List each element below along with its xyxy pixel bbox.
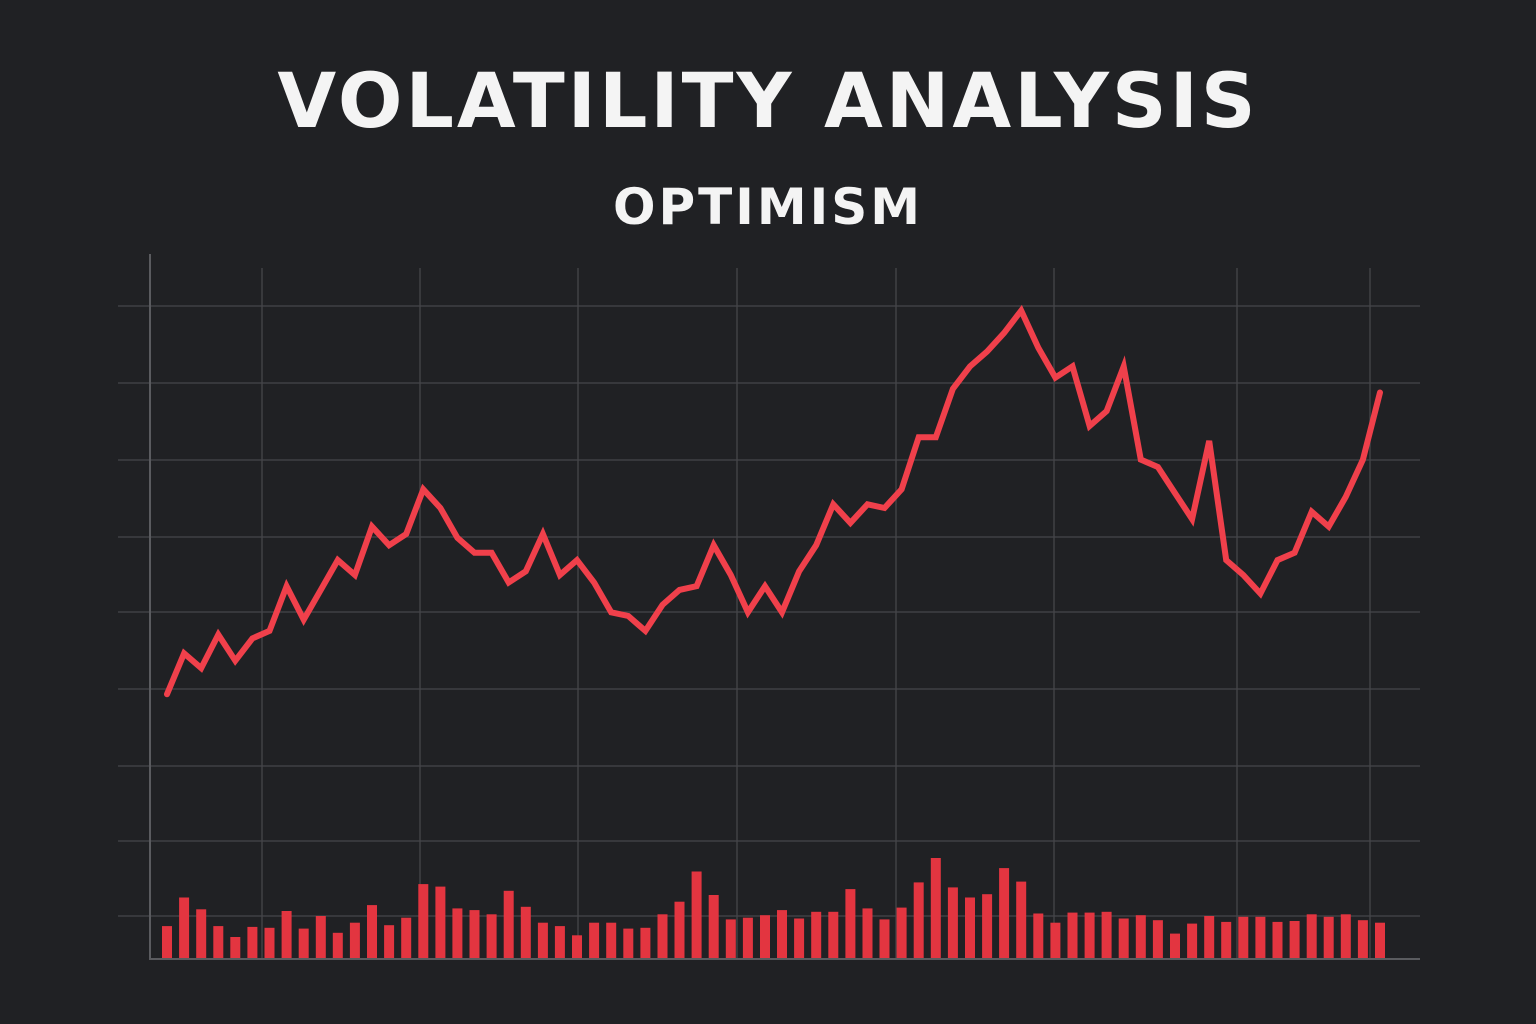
volume-bar [1204, 916, 1215, 958]
volume-bar [1289, 921, 1300, 958]
volume-bar [725, 919, 736, 958]
chart-subtitle: OPTIMISM [613, 178, 923, 236]
chart-title: VOLATILITY ANALYSIS [277, 56, 1259, 145]
volume-bar [469, 910, 480, 958]
volume-bar [281, 911, 292, 958]
volume-bar [708, 895, 719, 958]
volume-bar [1016, 881, 1027, 958]
volume-bar [1101, 911, 1112, 958]
volume-bar [947, 887, 958, 958]
volume-bar [1187, 923, 1198, 958]
volume-bar [623, 928, 634, 958]
volume-bar [503, 890, 514, 958]
volume-bar [452, 908, 463, 958]
volume-bar [298, 928, 309, 958]
volume-bar [1084, 912, 1095, 958]
volume-bar [435, 886, 446, 958]
volume-bar [777, 910, 787, 958]
volume-bar [982, 894, 993, 958]
volume-bar [742, 917, 753, 958]
volume-bar [828, 911, 839, 958]
volume-bar [674, 901, 685, 958]
volume-bar [1221, 921, 1232, 958]
volume-bar [1323, 916, 1334, 958]
volume-bar [1118, 918, 1129, 958]
volume-bar [247, 926, 258, 958]
volume-bar [1255, 916, 1266, 958]
volume-bar [1272, 921, 1283, 958]
volume-bar [1067, 912, 1078, 958]
volume-bar [1152, 920, 1163, 958]
volume-bar [811, 911, 822, 958]
price-line [164, 304, 1383, 698]
volume-bar [1238, 916, 1249, 958]
volume-bar [760, 915, 770, 958]
volume-bar [999, 868, 1010, 958]
volume-bar [264, 927, 275, 958]
volume-bar [965, 897, 975, 958]
volume-bar [1357, 920, 1368, 958]
volume-bar [520, 906, 531, 958]
volume-bar [162, 926, 172, 958]
volume-bar [1306, 914, 1317, 958]
volume-bar [196, 909, 207, 958]
volume-bar [589, 922, 600, 958]
volume-bar [1375, 922, 1385, 958]
volume-bar [930, 858, 941, 958]
volume-bar [691, 871, 702, 958]
chart-grid [118, 268, 1420, 958]
volume-bar [332, 932, 343, 958]
chart-axes [149, 254, 1420, 960]
volume-bar [1135, 915, 1146, 958]
volume-bar [606, 922, 617, 958]
volume-bar [230, 937, 241, 958]
volume-bar [657, 914, 668, 958]
volume-bar [1033, 913, 1044, 958]
volume-bar [349, 922, 360, 958]
volume-bar [913, 882, 924, 958]
volume-bar [367, 905, 377, 958]
volume-bar [1050, 922, 1061, 958]
volume-bars [162, 858, 1385, 958]
volume-bar [179, 897, 190, 958]
volume-bar [401, 917, 412, 958]
volume-bar [862, 908, 873, 958]
volume-bar [384, 925, 395, 958]
volume-bar [1340, 914, 1351, 958]
volume-bar [213, 926, 224, 958]
price-line-group [164, 304, 1383, 698]
volume-bar [554, 926, 565, 958]
volume-bar [537, 922, 548, 958]
volume-bar [1170, 933, 1180, 958]
volume-bar [896, 907, 907, 958]
volume-bar [845, 889, 856, 958]
volume-bar [315, 916, 326, 958]
volume-bar [572, 935, 582, 958]
volume-bar [794, 918, 805, 958]
volume-bar [486, 914, 497, 958]
volume-bar [640, 927, 651, 958]
volume-bar [879, 919, 890, 958]
volume-bar [418, 884, 429, 958]
